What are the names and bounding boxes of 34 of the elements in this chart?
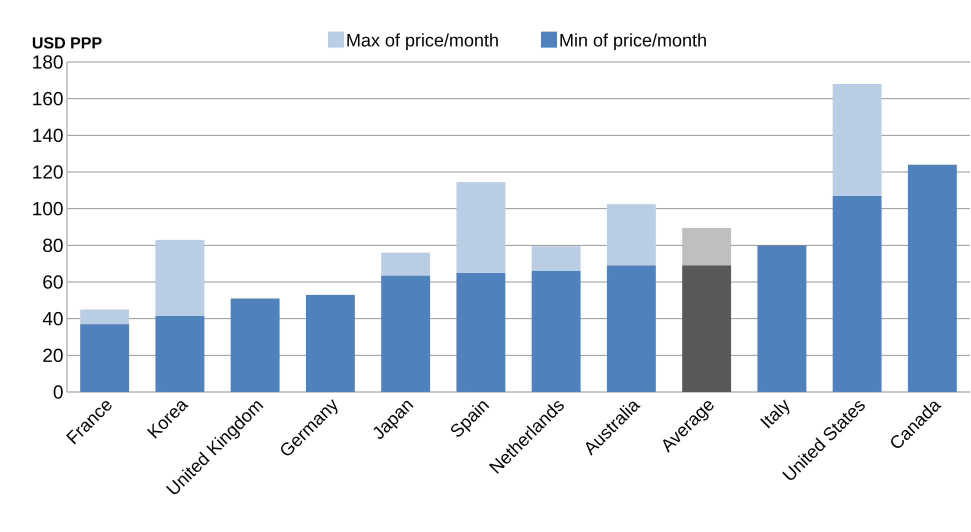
legend-label: Min of price/month (560, 33, 706, 50)
bar (832, 84, 882, 196)
y-axis-title: USD PPP (32, 37, 102, 49)
y-tick-label: 0 (54, 385, 63, 399)
bar (532, 270, 581, 392)
y-tick-label: 40 (42, 312, 63, 326)
bar (306, 294, 355, 392)
y-tick-label: 140 (33, 128, 63, 142)
bar (381, 252, 430, 276)
x-tick-label: Italy (760, 400, 790, 428)
bar (908, 164, 957, 392)
y-tick-label: 80 (43, 238, 63, 252)
y-tick-label: 20 (43, 348, 63, 362)
y-tick-label: 120 (33, 165, 63, 179)
bar (381, 276, 430, 392)
bar (757, 245, 806, 392)
bar (532, 246, 581, 271)
bar (832, 196, 882, 392)
bar (230, 298, 280, 392)
y-tick-label: 100 (33, 202, 63, 216)
bar (80, 309, 130, 324)
bar (606, 204, 656, 266)
bar (80, 324, 130, 392)
legend-label: Max of price/month (347, 33, 498, 50)
y-tick-label: 160 (33, 92, 63, 106)
bar (456, 182, 506, 273)
y-tick-label: 180 (33, 55, 63, 69)
bar (682, 265, 732, 392)
bar (456, 272, 506, 392)
bar (155, 240, 204, 316)
bar (682, 228, 732, 266)
bar (606, 265, 656, 392)
bar (155, 316, 204, 392)
y-tick-label: 60 (43, 275, 63, 289)
